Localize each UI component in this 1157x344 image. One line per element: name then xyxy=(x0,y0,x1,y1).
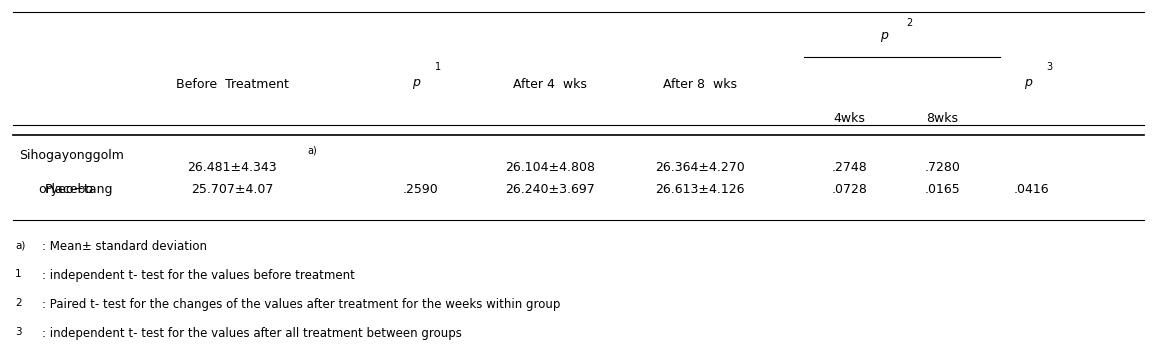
Text: 26.613±4.126: 26.613±4.126 xyxy=(655,183,744,196)
Text: : independent t- test for the values before treatment: : independent t- test for the values bef… xyxy=(42,269,355,282)
Text: 26.240±3.697: 26.240±3.697 xyxy=(504,183,595,196)
Text: Sihogayonggolm: Sihogayonggolm xyxy=(19,149,124,162)
Text: .2748: .2748 xyxy=(832,161,868,174)
Text: $p$: $p$ xyxy=(1024,77,1033,92)
Text: 1: 1 xyxy=(15,269,22,279)
Text: 2: 2 xyxy=(15,298,22,308)
Text: : independent t- test for the values after all treatment between groups: : independent t- test for the values aft… xyxy=(42,327,462,340)
Text: 1: 1 xyxy=(435,63,441,73)
Text: 2: 2 xyxy=(907,19,913,29)
Text: 25.707±4.07: 25.707±4.07 xyxy=(191,183,273,196)
Text: 26.364±4.270: 26.364±4.270 xyxy=(655,161,745,174)
Text: .0165: .0165 xyxy=(924,183,960,196)
Text: .0728: .0728 xyxy=(832,183,868,196)
Text: 26.481±4.343: 26.481±4.343 xyxy=(187,161,277,174)
Text: Before  Treatment: Before Treatment xyxy=(176,78,288,91)
Text: 3: 3 xyxy=(15,327,22,337)
Text: $p$: $p$ xyxy=(879,30,889,44)
Text: 26.104±4.808: 26.104±4.808 xyxy=(504,161,595,174)
Text: 4wks: 4wks xyxy=(834,112,865,125)
Text: .0416: .0416 xyxy=(1014,183,1048,196)
Text: 3: 3 xyxy=(1046,63,1053,73)
Text: $p$: $p$ xyxy=(412,77,421,92)
Text: : Mean± standard deviation: : Mean± standard deviation xyxy=(42,240,207,253)
Text: a): a) xyxy=(15,240,25,250)
Text: Placebo: Placebo xyxy=(45,183,94,196)
Text: After 4  wks: After 4 wks xyxy=(513,78,587,91)
Text: a): a) xyxy=(307,146,317,155)
Text: .7280: .7280 xyxy=(924,161,960,174)
Text: oryeo−tang: oryeo−tang xyxy=(38,183,113,196)
Text: : Paired t- test for the changes of the values after treatment for the weeks wit: : Paired t- test for the changes of the … xyxy=(42,298,560,311)
Text: 8wks: 8wks xyxy=(926,112,958,125)
Text: .2590: .2590 xyxy=(403,183,439,196)
Text: After 8  wks: After 8 wks xyxy=(663,78,737,91)
